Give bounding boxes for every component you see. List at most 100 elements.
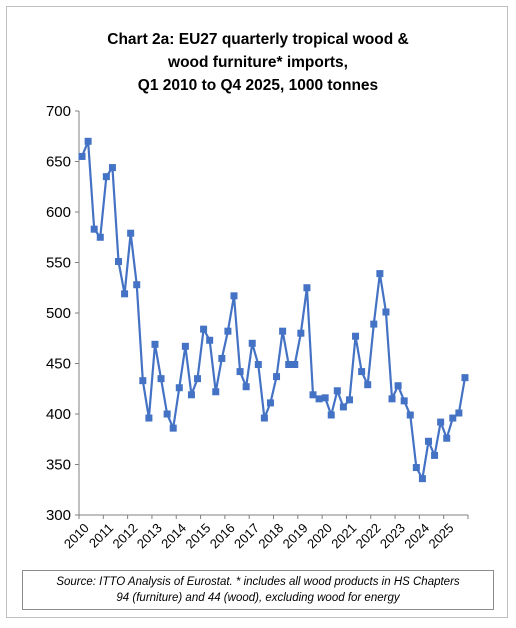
x-tick-label: 2018	[255, 520, 286, 551]
y-tick-label: 550	[46, 255, 71, 272]
data-point	[175, 384, 183, 392]
chart-title-line-3: Q1 2010 to Q4 2025, 1000 tonnes	[137, 77, 379, 94]
x-tick-label: 2025	[426, 520, 457, 551]
source-note-line-1: Source: ITTO Analysis of Eurostat. * inc…	[56, 576, 460, 588]
data-point	[242, 383, 250, 391]
data-point	[352, 332, 360, 340]
data-point	[400, 397, 408, 405]
data-point	[90, 225, 98, 233]
data-point	[424, 437, 432, 445]
data-point	[364, 381, 372, 389]
data-point	[449, 414, 457, 422]
data-point	[291, 361, 299, 369]
data-point	[309, 391, 317, 399]
data-point	[151, 340, 159, 348]
x-tick-label: 2020	[304, 520, 335, 551]
data-point	[388, 395, 396, 403]
data-point	[266, 399, 274, 407]
x-tick-label: 2022	[353, 520, 384, 551]
y-tick-label: 400	[46, 406, 71, 423]
x-tick-label: 2021	[328, 520, 359, 551]
data-point	[139, 377, 147, 385]
data-point	[115, 257, 123, 265]
data-point	[279, 327, 287, 335]
x-tick-label: 2024	[401, 520, 432, 551]
y-tick-label: 700	[46, 103, 71, 120]
x-tick-label: 2013	[134, 520, 165, 551]
x-tick-label: 2023	[377, 520, 408, 551]
y-tick-label: 600	[46, 204, 71, 221]
data-point	[127, 229, 135, 237]
data-point	[443, 434, 451, 442]
chart-title-line-1: Chart 2a: EU27 quarterly tropical wood &	[107, 31, 409, 48]
series-layer	[78, 137, 469, 483]
data-point	[169, 424, 177, 432]
y-axis: 300 350 400 450 500 550 600 650 700	[46, 103, 80, 524]
data-point	[406, 411, 414, 419]
x-tick-label: 2017	[231, 520, 262, 551]
x-tick-label: 2011	[86, 520, 116, 550]
data-point	[108, 164, 116, 172]
x-tick-label: 2019	[280, 520, 311, 551]
data-point	[315, 395, 323, 403]
data-point	[333, 387, 341, 395]
data-point	[254, 361, 262, 369]
series-line	[81, 140, 467, 480]
y-tick-label: 350	[46, 457, 71, 474]
chart-title: Chart 2a: EU27 quarterly tropical wood &…	[10, 28, 506, 97]
x-tick-label: 2010	[61, 520, 92, 551]
data-point	[200, 325, 208, 333]
chart-frame	[6, 6, 508, 618]
data-point	[194, 375, 202, 383]
data-point	[163, 410, 171, 418]
data-point	[455, 409, 463, 417]
data-point	[187, 391, 195, 399]
data-point	[376, 270, 384, 278]
data-point	[212, 388, 220, 396]
y-tick-label: 450	[46, 356, 71, 373]
y-tick-label: 650	[46, 154, 71, 171]
data-point	[206, 336, 214, 344]
x-tick-label: 2014	[158, 520, 189, 551]
data-point	[297, 329, 305, 337]
x-tick-label: 2012	[109, 520, 140, 551]
data-point	[303, 284, 311, 292]
y-tick-label: 300	[46, 507, 71, 524]
data-point	[431, 451, 439, 459]
chart-title-line-2: wood furniture* imports,	[168, 54, 348, 71]
source-note: Source: ITTO Analysis of Eurostat. * inc…	[22, 570, 494, 610]
data-point	[412, 464, 420, 472]
data-point	[84, 137, 92, 145]
data-point	[358, 368, 366, 376]
x-tick-label: 2016	[207, 520, 238, 551]
data-point	[230, 292, 238, 300]
source-note-line-2: 94 (furniture) and 44 (wood), excluding …	[116, 592, 400, 604]
data-point	[345, 396, 353, 404]
data-point	[133, 281, 141, 289]
data-point	[236, 368, 244, 376]
x-tick-label: 2015	[182, 520, 213, 551]
x-axis: 2010201120122013201420152016201720182019…	[61, 514, 469, 551]
data-point	[394, 382, 402, 390]
data-point	[321, 394, 329, 402]
data-point	[273, 373, 281, 381]
data-point	[418, 475, 426, 483]
data-point	[285, 361, 293, 369]
data-point	[260, 414, 268, 422]
data-point	[218, 354, 226, 362]
data-point	[370, 320, 378, 328]
data-point	[102, 173, 110, 181]
data-point	[437, 418, 445, 426]
data-point	[181, 342, 189, 350]
data-point	[461, 374, 469, 382]
data-point	[339, 403, 347, 411]
data-point	[327, 411, 335, 419]
data-point	[96, 233, 104, 241]
data-point	[157, 375, 165, 383]
data-point	[121, 290, 129, 298]
data-point	[248, 339, 256, 347]
data-point	[382, 308, 390, 316]
data-point	[78, 152, 86, 160]
data-point	[145, 414, 153, 422]
